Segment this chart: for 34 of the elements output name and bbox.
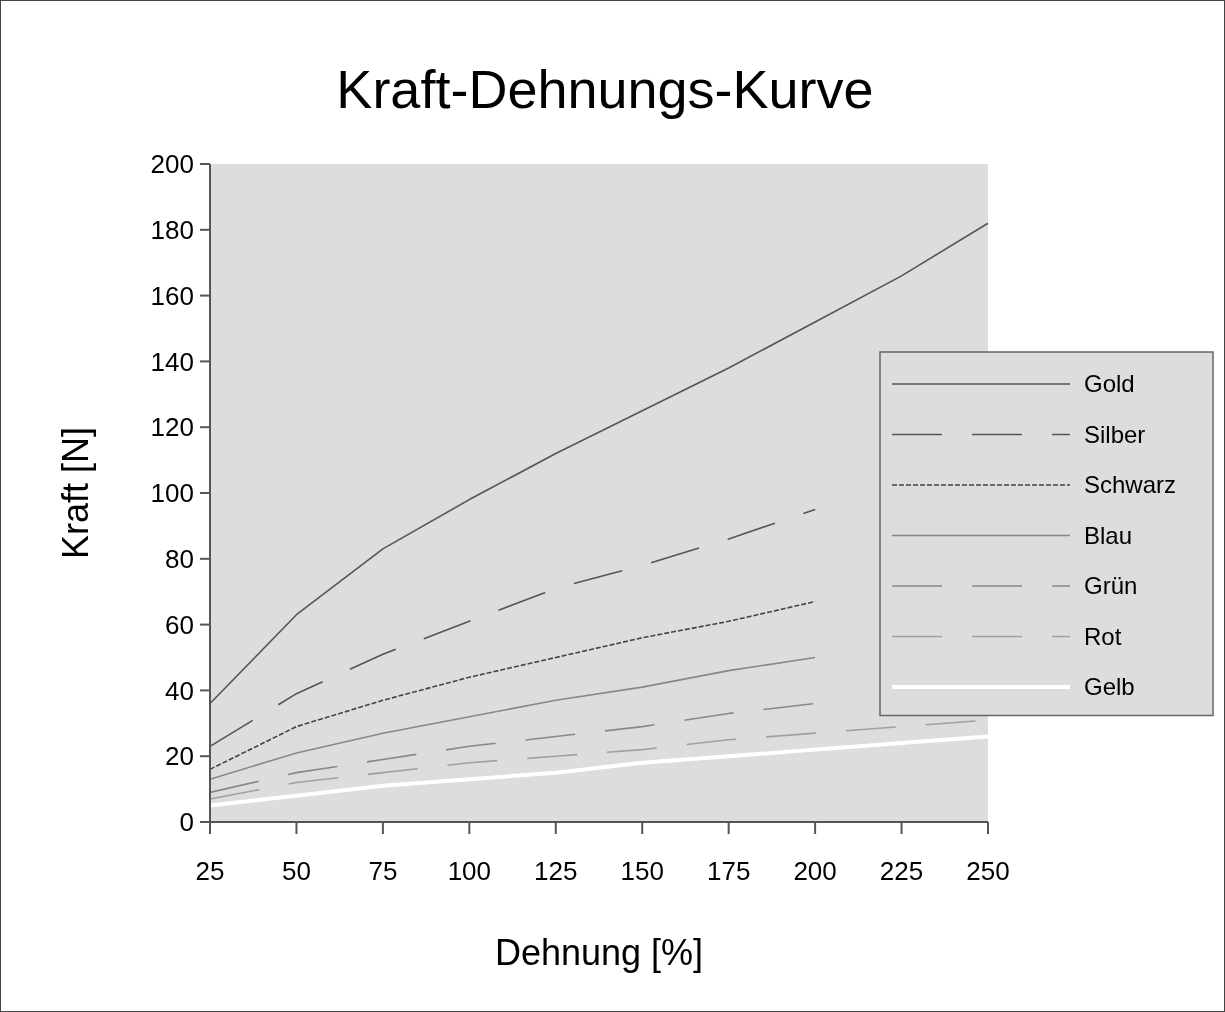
text: Gold (1084, 370, 1135, 398)
y-tick-label: 120 (150, 412, 194, 443)
y-axis-title: Kraft [N] (55, 426, 96, 560)
y-tick-label: 160 (150, 280, 194, 311)
x-tick-label: 175 (706, 856, 751, 886)
y-tick-label: 60 (165, 609, 194, 640)
text: Silber (1084, 420, 1146, 448)
line-series (209, 656, 816, 781)
x-tick-label: 150 (620, 856, 664, 886)
y-tick-label: 80 (165, 543, 194, 574)
text: Grün (1084, 572, 1138, 600)
y-tick-label: 180 (150, 214, 194, 245)
y-tick-label: 200 (150, 149, 194, 180)
x-tick-label: 200 (793, 856, 837, 886)
x-tick-label: 100 (447, 856, 492, 886)
x-tick-label: 75 (368, 856, 398, 886)
y-tick-label: 140 (150, 346, 194, 377)
y-tick-label: 20 (165, 741, 194, 772)
line-series (208, 734, 990, 808)
x-tick-label: 225 (879, 856, 924, 886)
text: Rot (1084, 622, 1122, 650)
text: Blau (1084, 521, 1133, 549)
text: Schwarz (1084, 471, 1177, 499)
chart-title: Kraft-Dehnungs-Kurve (336, 59, 874, 119)
x-tick-label: 250 (966, 856, 1010, 886)
x-tick-label: 125 (534, 856, 578, 886)
line-series (209, 600, 816, 771)
x-tick-label: 25 (195, 856, 225, 886)
y-tick-label: 0 (179, 807, 194, 838)
text: Gelb (1084, 673, 1135, 701)
x-tick-label: 50 (281, 856, 311, 886)
y-tick-label: 100 (150, 478, 194, 509)
y-tick-label: 40 (165, 675, 194, 706)
x-axis-title: Dehnung [%] (494, 932, 704, 973)
